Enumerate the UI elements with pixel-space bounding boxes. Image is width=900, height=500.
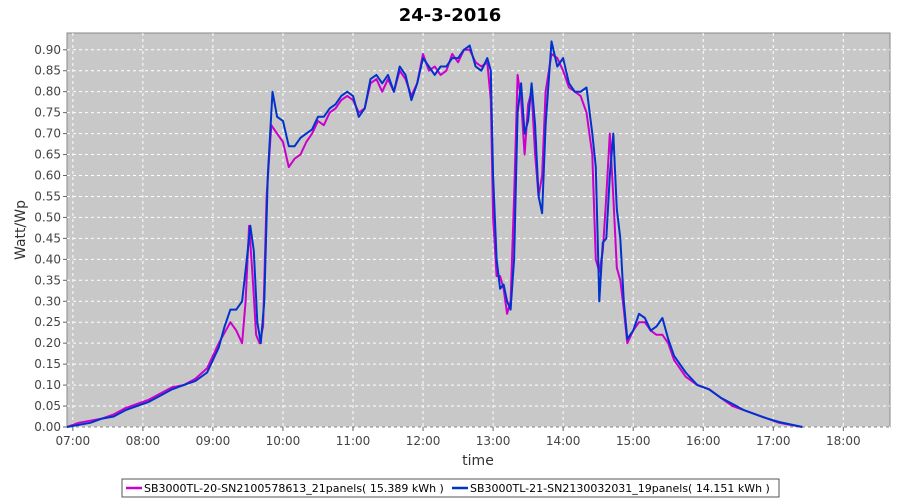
y-axis: 0.00 0.05 0.10 0.15 0.20 0.25 0.30 0.35 0.40 0.45… [34, 43, 67, 434]
y-tick-label: 0.70 [34, 127, 61, 141]
y-tick-label: 0.55 [34, 189, 61, 203]
y-tick-label: 0.30 [34, 294, 61, 308]
y-tick-label: 0.50 [34, 210, 61, 224]
x-axis-label: time [462, 453, 494, 469]
y-tick-label: 0.60 [34, 169, 61, 183]
y-tick-label: 0.20 [34, 336, 61, 350]
y-tick-label: 0.15 [34, 357, 61, 371]
series-line-2 [66, 40, 803, 428]
x-tick-label: 12:00 [406, 434, 441, 448]
x-tick-label: 17:00 [756, 434, 791, 448]
x-tick-label: 16:00 [686, 434, 721, 448]
x-tick-label: 18:00 [826, 434, 861, 448]
legend-label-series-1: SB3000TL-20-SN2100578613_21panels( 15.38… [144, 482, 444, 495]
y-tick-label: 0.35 [34, 273, 61, 287]
x-tick-label: 15:00 [616, 434, 651, 448]
y-tick-label: 0.90 [34, 43, 61, 57]
y-tick-label: 0.45 [34, 231, 61, 245]
y-tick-label: 0.85 [34, 64, 61, 78]
grid [67, 33, 890, 428]
y-tick-label: 0.40 [34, 252, 61, 266]
x-tick-label: 11:00 [336, 434, 371, 448]
x-tick-label: 07:00 [56, 434, 91, 448]
x-tick-label: 09:00 [196, 434, 231, 448]
plot-area [66, 32, 891, 428]
chart-title: 24-3-2016 [399, 5, 502, 26]
y-tick-label: 0.65 [34, 148, 61, 162]
legend-box [121, 478, 780, 498]
legend-label-series-2: SB3000TL-21-SN2130032031_19panels( 14.15… [470, 482, 770, 495]
y-tick-label: 0.25 [34, 315, 61, 329]
x-tick-label: 10:00 [266, 434, 301, 448]
y-tick-label: 0.80 [34, 85, 61, 99]
y-tick-label: 0.75 [34, 106, 61, 120]
y-tick-label: 0.05 [34, 399, 61, 413]
x-tick-label: 13:00 [476, 434, 511, 448]
y-axis-label: Watt/Wp [13, 200, 29, 260]
x-axis: 07:00 08:00 09:00 10:00 11:00 12:00 13:00 14:00… [56, 427, 861, 448]
x-tick-label: 14:00 [546, 434, 581, 448]
x-tick-label: 08:00 [126, 434, 161, 448]
legend: SB3000TL-20-SN2100578613_21panels( 15.38… [121, 478, 780, 498]
y-tick-label: 0.00 [34, 420, 61, 434]
y-tick-label: 0.10 [34, 378, 61, 392]
series-group [66, 40, 803, 428]
